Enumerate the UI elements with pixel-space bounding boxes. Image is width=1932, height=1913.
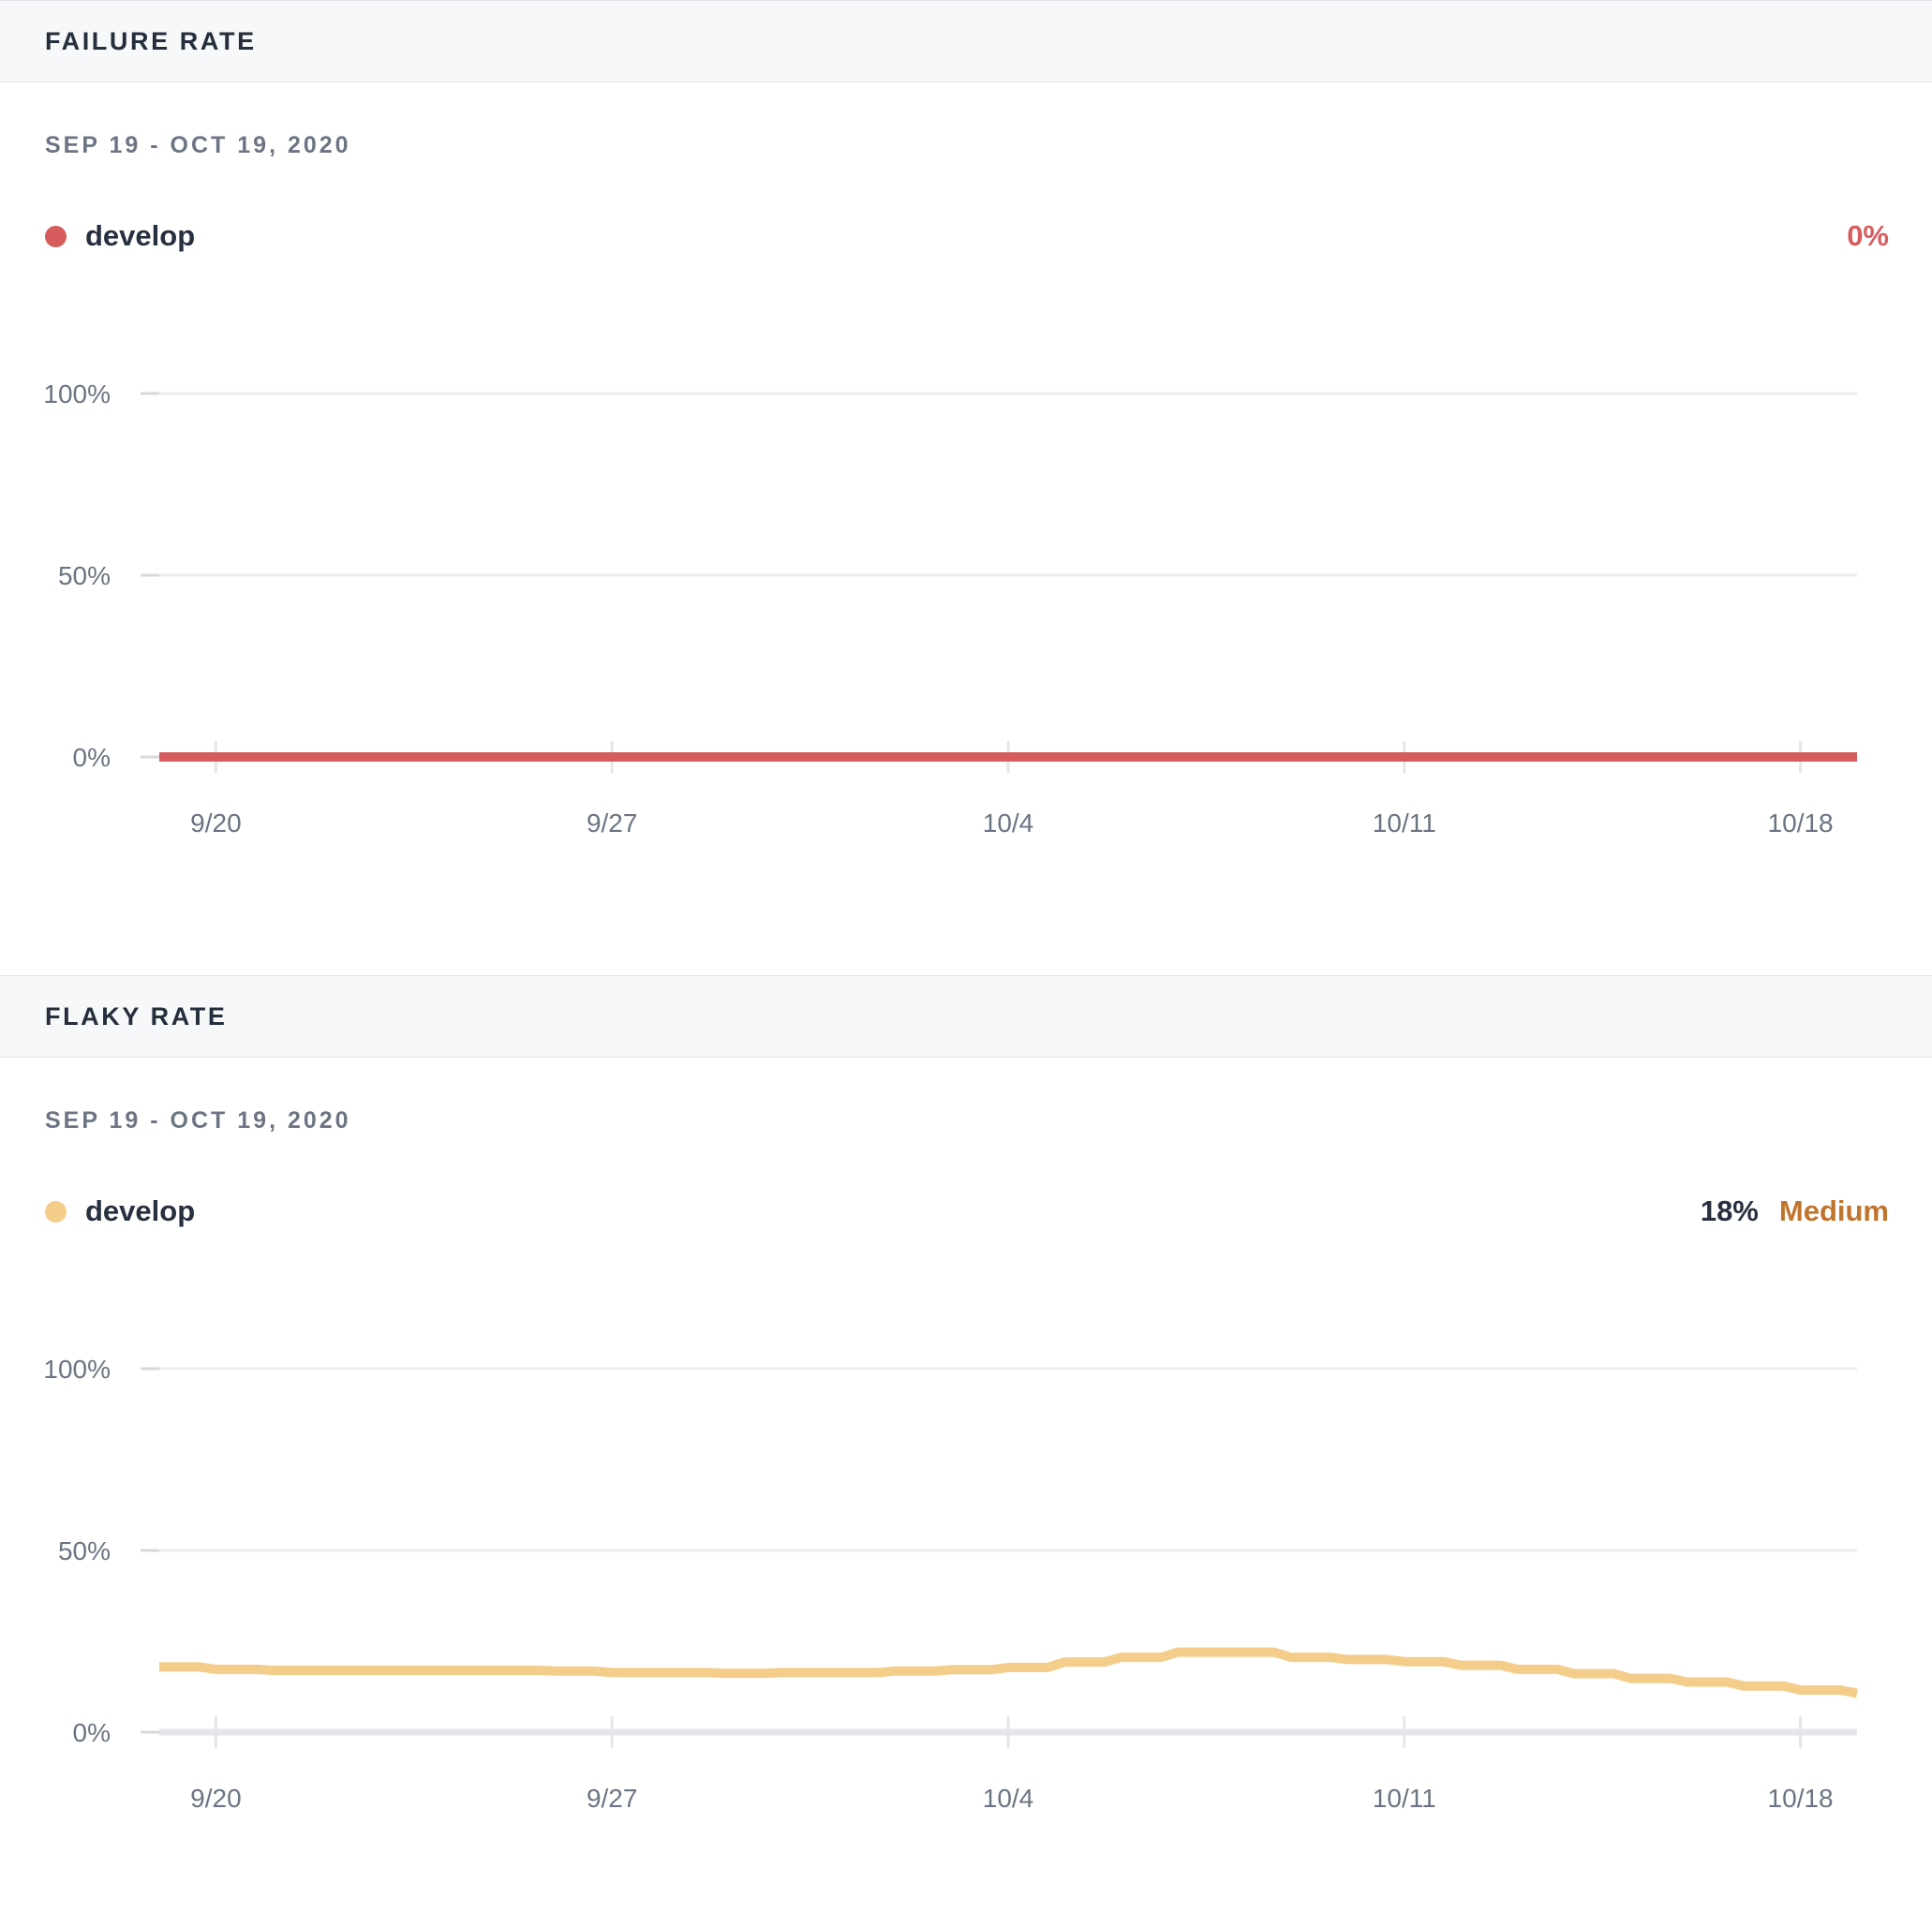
x-axis-label: 10/4 [983,808,1034,838]
failure-rate-meta: SEP 19 - OCT 19, 2020 develop 0% [0,82,1932,270]
section-title: FLAKY RATE [45,1001,228,1031]
failure-rate-panel: FAILURE RATE SEP 19 - OCT 19, 2020 devel… [0,0,1932,975]
flaky-rate-header: FLAKY RATE [0,975,1932,1058]
y-axis-label: 50% [58,1536,111,1565]
x-axis-label: 10/11 [1373,808,1436,838]
failure-rate-chart[interactable]: 100% 50% 0% 9/20 9/27 10/4 10/11 10/18 [0,270,1932,975]
severity-badge: Medium [1778,1194,1889,1227]
flaky-rate-chart[interactable]: 100% 50% 0% 9/20 9/27 10/4 10/11 10/18 [0,1245,1932,1913]
section-title: FAILURE RATE [45,26,257,55]
y-axis-label: 100% [43,379,111,408]
y-axis-label: 50% [58,561,111,590]
x-axis-label: 9/20 [190,1784,242,1813]
y-axis-label: 100% [43,1355,111,1384]
branch-label: develop [85,219,196,252]
date-range: SEP 19 - OCT 19, 2020 [45,1107,351,1134]
x-axis-label: 10/4 [983,1784,1034,1813]
flaky-rate-panel: FLAKY RATE SEP 19 - OCT 19, 2020 develop… [0,975,1932,1913]
summary: 18% Medium [1701,1194,1889,1228]
summary-value: 18% [1700,1194,1759,1227]
x-axis-label: 9/20 [190,808,242,838]
y-axis-label: 0% [73,743,111,772]
x-axis-label: 10/11 [1373,1784,1436,1813]
x-axis-label: 10/18 [1768,808,1834,838]
date-range: SEP 19 - OCT 19, 2020 [45,132,351,158]
legend-row: develop 18% Medium [45,1194,1889,1228]
circle-icon [45,1200,67,1223]
series-line-develop [159,1647,1858,1698]
y-axis-label: 0% [73,1718,111,1747]
flaky-rate-meta: SEP 19 - OCT 19, 2020 develop 18% Medium [0,1058,1932,1245]
x-axis-label: 9/27 [587,1784,638,1813]
circle-icon [45,225,67,247]
summary-value: 0% [1847,219,1889,252]
summary: 0% [1847,219,1889,253]
x-axis-label: 10/18 [1768,1784,1834,1813]
branch-label: develop [85,1194,196,1227]
x-axis-label: 9/27 [587,808,638,838]
legend-row: develop 0% [45,219,1889,253]
failure-rate-header: FAILURE RATE [0,0,1932,82]
